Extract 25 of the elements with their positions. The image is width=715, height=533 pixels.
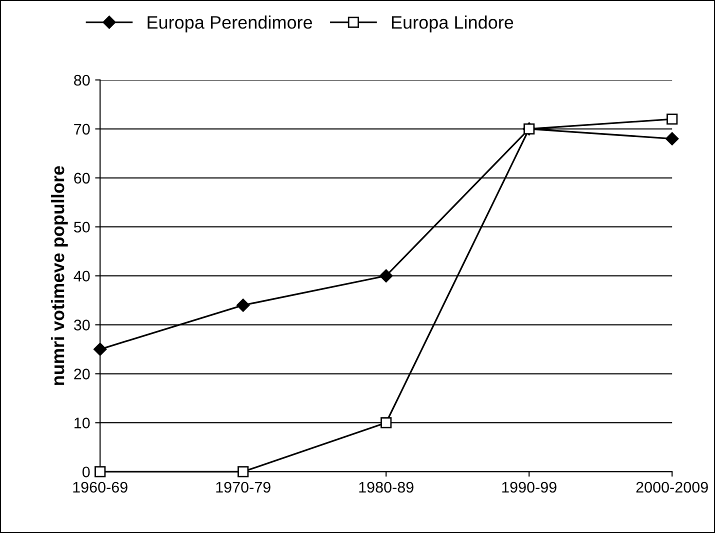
- point: [380, 269, 393, 282]
- legend-label: Europa Perendimore: [148, 16, 312, 32]
- y-tick-label: 10: [74, 418, 90, 428]
- point: [236, 298, 250, 312]
- point: [666, 114, 678, 125]
- y-axis-title: numri votimeve popullore: [51, 166, 68, 385]
- y-tick-label: 40: [74, 270, 90, 282]
- point: [380, 417, 392, 428]
- x-tick-label: 1980-89: [359, 482, 414, 493]
- point: [94, 466, 106, 478]
- y-tick-label: 60: [74, 172, 90, 184]
- x-tick-label: 1970-79: [216, 482, 270, 493]
- x-tick-label: 1990-99: [502, 482, 556, 493]
- y-tick-label: 80: [74, 74, 90, 86]
- point: [666, 132, 679, 146]
- point: [238, 466, 249, 478]
- y-tick-label: 20: [74, 368, 90, 380]
- y-tick-label: 70: [74, 124, 90, 135]
- x-tick-label: 2000-2009: [636, 482, 708, 493]
- x-tick-label: 1960-69: [73, 482, 128, 493]
- y-tick-label: 50: [74, 222, 90, 233]
- point: [94, 342, 107, 356]
- y-tick-label: 30: [74, 320, 90, 330]
- legend-label: Europa Lindore: [392, 16, 514, 32]
- y-tick-label: 0: [82, 466, 90, 478]
